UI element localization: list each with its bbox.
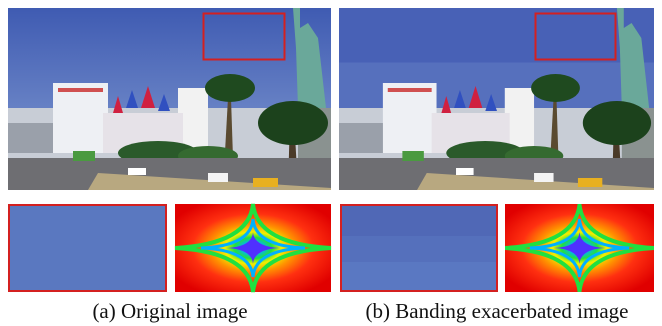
band bbox=[342, 206, 496, 236]
figure: (a) Original image (b) Banding exacerbat… bbox=[0, 0, 662, 326]
spectrum bbox=[505, 204, 654, 292]
page: (a) Original image (b) Banding exacerbat… bbox=[0, 0, 662, 326]
band bbox=[342, 262, 496, 290]
crop-zoom bbox=[9, 205, 166, 291]
spectrum bbox=[175, 204, 331, 292]
caption: (b) Banding exacerbated image bbox=[366, 299, 629, 323]
panel-b: (b) Banding exacerbated image bbox=[339, 8, 654, 323]
caption: (a) Original image bbox=[92, 299, 247, 323]
panel-a: (a) Original image bbox=[8, 8, 331, 323]
